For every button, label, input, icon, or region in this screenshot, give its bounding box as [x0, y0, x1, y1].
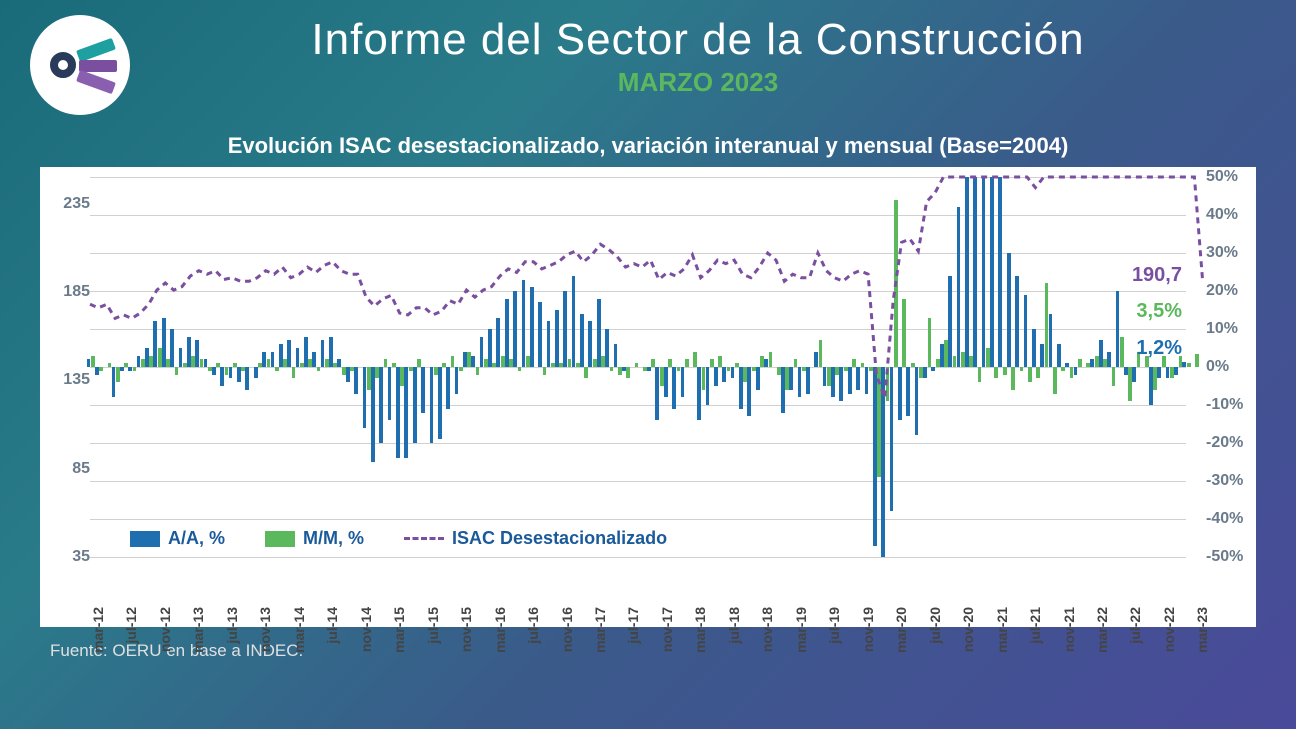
y-axis-left: 3585135185235	[42, 177, 90, 557]
legend-isac: ISAC Desestacionalizado	[404, 528, 667, 549]
page-title: Informe del Sector de la Construcción	[130, 15, 1266, 65]
legend-label-aa: A/A, %	[168, 528, 225, 549]
legend-swatch-mm	[265, 531, 295, 547]
annotation-mm: 3,5%	[1136, 300, 1182, 323]
x-axis: mar-12jul-12nov-12mar-13jul-13nov-13mar-…	[90, 559, 1186, 627]
legend-mm: M/M, %	[265, 528, 364, 549]
legend-swatch-aa	[130, 531, 160, 547]
chart: 3585135185235 -50%-40%-30%-20%-10%0%10%2…	[40, 167, 1256, 627]
y-axis-right: -50%-40%-30%-20%-10%0%10%20%30%40%50%	[1206, 177, 1254, 557]
annotation-aa: 1,2%	[1136, 337, 1182, 360]
plot-area	[90, 177, 1186, 557]
header: Informe del Sector de la Construcción MA…	[0, 0, 1296, 115]
legend-dash-isac	[404, 537, 444, 540]
legend-label-mm: M/M, %	[303, 528, 364, 549]
annotation-isac: 190,7	[1132, 264, 1182, 287]
legend-label-isac: ISAC Desestacionalizado	[452, 528, 667, 549]
legend-aa: A/A, %	[130, 528, 225, 549]
legend: A/A, % M/M, % ISAC Desestacionalizado	[130, 528, 667, 549]
isac-line	[90, 177, 1186, 557]
logo	[30, 15, 130, 115]
report-date: MARZO 2023	[130, 67, 1266, 98]
chart-title: Evolución ISAC desestacionalizado, varia…	[30, 133, 1266, 159]
